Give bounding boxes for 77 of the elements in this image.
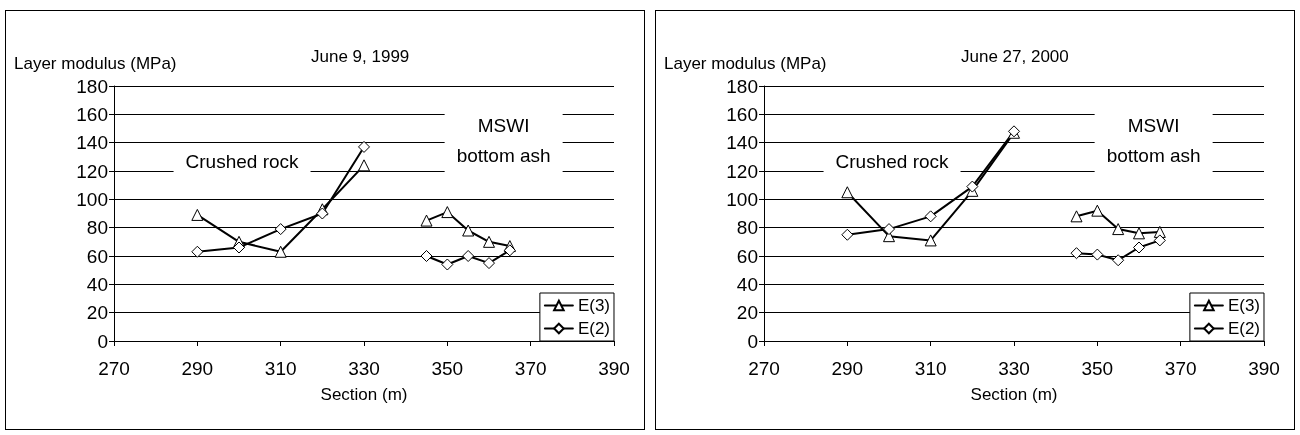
x-tick-label: 370	[514, 358, 547, 379]
legend-label: E(3)	[1227, 296, 1261, 315]
y-tick-label: 120	[76, 160, 108, 182]
y-axis-title: Layer modulus (MPa)	[664, 54, 827, 73]
x-tick-label: 310	[264, 358, 297, 379]
point	[503, 244, 516, 257]
chart-title: June 27, 2000	[961, 47, 1069, 66]
y-tick-label: 0	[97, 330, 108, 352]
point	[420, 214, 433, 227]
point	[1070, 210, 1083, 223]
x-tick-label: 270	[748, 358, 780, 379]
point	[966, 180, 979, 193]
point	[462, 250, 475, 262]
point	[358, 140, 370, 153]
point	[1112, 223, 1125, 236]
y-tick-label: 120	[726, 160, 758, 182]
y-tick-label: 60	[86, 245, 108, 267]
chart-title: June 9, 1999	[311, 47, 410, 66]
x-tick-label: 390	[1248, 358, 1280, 379]
x-tick-label: 310	[914, 358, 947, 379]
legend-label: E(3)	[577, 296, 611, 315]
y-tick-label: 80	[86, 217, 108, 239]
y-tick-label: 80	[736, 217, 758, 239]
point	[274, 223, 287, 236]
point	[316, 207, 329, 220]
point	[483, 257, 495, 270]
x-axis-title: Section (m)	[970, 385, 1058, 404]
x-tick-label: 330	[348, 358, 380, 379]
y-tick-label: 160	[726, 103, 758, 125]
point	[1070, 247, 1083, 260]
point	[841, 228, 854, 241]
point	[1133, 227, 1145, 240]
annotation: Crushed rock	[835, 150, 950, 172]
x-tick-label: 330	[998, 358, 1030, 379]
y-tick-label: 60	[736, 245, 758, 267]
annotation: Crushed rock	[185, 150, 300, 172]
y-tick-label: 140	[76, 132, 108, 154]
x-tick-label: 350	[431, 358, 464, 379]
y-tick-label: 40	[86, 273, 108, 295]
point	[883, 223, 895, 236]
annotation: MSWI bottom ash	[456, 115, 551, 167]
x-tick-label: 350	[1081, 358, 1114, 379]
x-tick-label: 270	[98, 358, 130, 379]
point	[274, 245, 287, 258]
y-tick-label: 40	[736, 273, 758, 295]
point	[462, 224, 475, 237]
point	[483, 235, 495, 248]
y-tick-label: 20	[736, 302, 758, 324]
y-tick-label: 160	[76, 103, 108, 125]
y-tick-label: 180	[76, 75, 108, 97]
y-tick-label: 100	[76, 188, 108, 210]
x-tick-label: 370	[1164, 358, 1197, 379]
point	[924, 234, 937, 247]
annotation: MSWI bottom ash	[1106, 115, 1201, 167]
y-tick-label: 0	[747, 330, 758, 352]
legend-label: E(2)	[1227, 319, 1261, 338]
x-tick-label: 290	[181, 358, 214, 379]
point	[1153, 234, 1166, 247]
y-tick-label: 20	[86, 302, 108, 324]
point	[1091, 204, 1104, 217]
x-tick-label: 290	[831, 358, 864, 379]
point	[441, 258, 454, 271]
point	[924, 210, 937, 223]
legend-label: E(2)	[577, 319, 611, 338]
x-axis-title: Section (m)	[320, 385, 408, 404]
point	[191, 208, 204, 221]
y-axis-title: Layer modulus (MPa)	[14, 54, 177, 73]
point	[841, 186, 854, 199]
y-tick-label: 100	[726, 188, 758, 210]
point	[1091, 248, 1104, 261]
point	[358, 159, 370, 172]
point	[191, 245, 204, 258]
y-tick-label: 140	[726, 132, 758, 154]
y-tick-label: 180	[726, 75, 758, 97]
x-tick-label: 390	[598, 358, 630, 379]
point	[441, 206, 454, 219]
point	[1112, 254, 1125, 267]
